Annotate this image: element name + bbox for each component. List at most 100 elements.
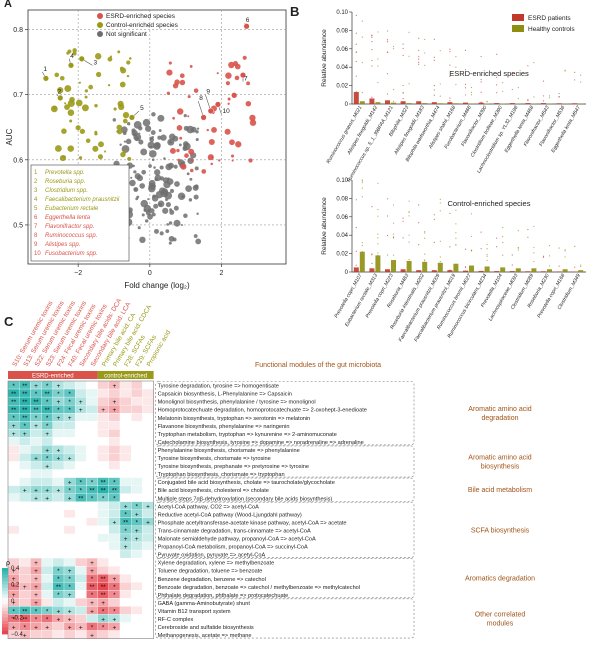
- heatmap-cell: [131, 453, 143, 462]
- bar-outlier: [511, 73, 513, 75]
- bar-outlier: [517, 87, 519, 89]
- heatmap-cell: [75, 453, 87, 462]
- bar-ytick-label: 0: [345, 270, 349, 276]
- heatmap-cell: [52, 525, 65, 535]
- bar-mark: [463, 102, 468, 104]
- volcano-point-esrd: [231, 92, 236, 98]
- heatmap-cell: [75, 598, 87, 607]
- volcano-point-esrd: [227, 97, 231, 101]
- bar-outlier: [449, 75, 451, 77]
- heatmap-cell: [119, 429, 132, 438]
- volcano-point-esrd: [224, 128, 231, 135]
- heatmap-cell-marker: *: [46, 455, 49, 462]
- bar-outlier: [470, 86, 473, 89]
- bar-outlier: [377, 237, 379, 239]
- bar-outlier: [574, 266, 576, 268]
- bar-mark: [541, 271, 546, 272]
- volcano-point-number: 2: [58, 89, 62, 96]
- heatmap-cell: [75, 541, 87, 551]
- bar-outlier: [361, 92, 363, 94]
- bar-ylabel: Relative abundance: [321, 197, 328, 255]
- bar-outlier: [455, 244, 457, 246]
- heatmap-module-label: Other correlated: [475, 611, 526, 618]
- heatmap-row-label: Xylene degradation, xylene => methylbenz…: [158, 561, 275, 567]
- bar-outlier: [542, 256, 545, 258]
- heatmap-cell: [131, 493, 143, 502]
- heatmap-module-bracket: [155, 445, 415, 478]
- volcano-ytick-label: 0.5: [13, 222, 23, 229]
- heatmap-cell: [75, 574, 87, 583]
- bar-outlier: [371, 65, 373, 67]
- bar-mark: [478, 270, 484, 272]
- heatmap-cell-marker: +: [12, 576, 16, 583]
- heatmap-cell-marker: *: [12, 608, 15, 615]
- heatmap-cell-marker: +: [57, 488, 61, 495]
- heatmap-cell-marker: +: [79, 624, 83, 631]
- bar-mark: [494, 103, 500, 104]
- heatmap-cell: [7, 445, 20, 454]
- heatmap-cell: [19, 493, 31, 502]
- bar-mark: [385, 269, 390, 272]
- heatmap-cell: [75, 606, 87, 615]
- heatmap-cell: [52, 630, 65, 639]
- heatmap-cell-marker: *: [113, 584, 116, 591]
- heatmap-cell-marker: +: [12, 600, 16, 607]
- volcano-point-control: [120, 151, 126, 158]
- bar-outlier: [433, 214, 435, 216]
- bar-outlier: [355, 14, 357, 16]
- heatmap-cell: [108, 388, 121, 398]
- volcano-point-ns: [142, 118, 151, 127]
- volcano-point-control: [64, 104, 70, 111]
- bar-panel-title: Control-enriched species: [448, 199, 531, 208]
- heatmap-cell: [63, 380, 76, 390]
- volcano-point-esrd: [225, 72, 232, 79]
- heatmap-cell-marker: **: [101, 576, 107, 583]
- bar-outlier: [371, 34, 373, 36]
- bar-outlier: [527, 228, 529, 231]
- bar-mark: [453, 263, 459, 272]
- bar-outlier: [564, 250, 566, 252]
- bar-outlier: [418, 204, 420, 206]
- heatmap-legend-swatch: [2, 574, 8, 579]
- volcano-point-control: [67, 49, 72, 54]
- heatmap-cell: [75, 517, 87, 527]
- heatmap-cell: [131, 461, 143, 470]
- volcano-point-ns: [173, 164, 178, 169]
- heatmap-row-label: Phosphate acetyltransferase-acetate kina…: [158, 520, 347, 526]
- volcano-point-esrd: [235, 141, 242, 148]
- heatmap-cell: [75, 566, 87, 575]
- volcano-point-control: [64, 102, 67, 105]
- heatmap-cell: [75, 501, 87, 510]
- volcano-point-ns: [159, 165, 164, 170]
- heatmap-cell: [30, 469, 42, 478]
- volcano-labeled-point: [42, 75, 49, 82]
- volcano-point-ns: [150, 130, 156, 135]
- heatmap-cell: [108, 413, 121, 422]
- heatmap-cell: [97, 566, 109, 575]
- heatmap-cell-marker: *: [57, 391, 60, 398]
- heatmap-cell: [7, 549, 20, 559]
- bar-mark: [400, 101, 406, 104]
- heatmap-cell: [63, 630, 76, 639]
- bar-outlier: [449, 100, 451, 102]
- volcano-point-number: 5: [140, 105, 144, 112]
- heatmap-legend-swatch: [2, 568, 8, 572]
- volcano-point-ns: [149, 150, 157, 158]
- volcano-point-ns: [194, 166, 199, 171]
- heatmap-group-bar: [8, 371, 98, 379]
- volcano-point-control: [119, 81, 126, 88]
- heatmap-cell: [19, 501, 31, 510]
- volcano-point-ns: [157, 114, 165, 122]
- heatmap-row-label: Homoprotocatechuate degradation, homopro…: [158, 408, 367, 414]
- bar-outlier: [548, 244, 551, 247]
- heatmap-cell: [108, 421, 121, 430]
- heatmap-cell: [119, 622, 132, 631]
- heatmap-cell-marker: **: [22, 383, 28, 390]
- volcano-ylabel: AUC: [5, 128, 14, 145]
- volcano-point-ns: [129, 179, 136, 187]
- bar-outlier: [408, 31, 410, 33]
- volcano-point-esrd: [216, 72, 219, 75]
- bar-outlier: [480, 91, 482, 93]
- bar-outlier: [408, 83, 410, 85]
- heatmap-cell: [19, 533, 31, 543]
